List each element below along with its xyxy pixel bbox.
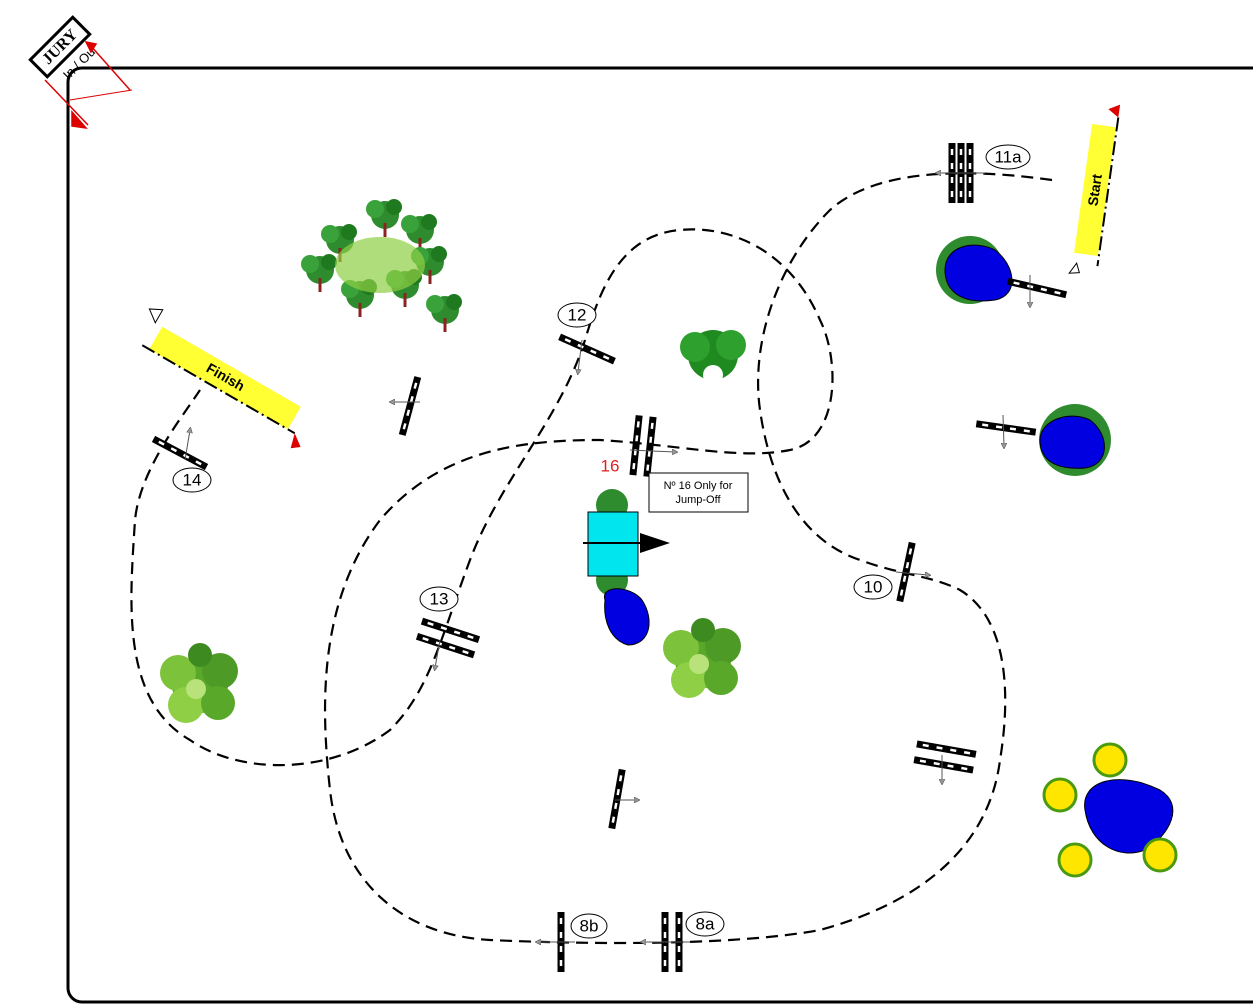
obstacle-numbers: 11a 12 14 16 10 13 8b 8a xyxy=(172,144,1031,939)
obstacle-number: 14 xyxy=(183,470,202,489)
obstacle-number: 11a xyxy=(994,147,1022,166)
course-route xyxy=(130,172,1053,945)
pond xyxy=(936,236,1013,304)
pond xyxy=(1039,404,1111,476)
obstacle-number: 8b xyxy=(580,916,599,935)
obstacle-number: 16 xyxy=(601,456,620,475)
direction-arrows xyxy=(184,173,1030,942)
pond xyxy=(1042,742,1178,878)
gate-arrows xyxy=(71,40,131,130)
finish-line: Finish xyxy=(141,308,301,449)
obstacle-number: 13 xyxy=(430,589,449,608)
jury-box: JURY In / Ou xyxy=(28,15,98,82)
start-line: Start xyxy=(1068,104,1121,274)
shrub xyxy=(160,643,238,723)
gate-line xyxy=(69,89,133,101)
obstacle-number: 12 xyxy=(568,305,587,324)
note-line: Nº 16 Only for xyxy=(664,480,733,492)
shrub xyxy=(663,618,741,698)
tree-cluster xyxy=(299,197,464,334)
note-line: Jump-Off xyxy=(675,494,721,506)
water-jump xyxy=(583,489,670,646)
start-label: Start xyxy=(1085,173,1105,207)
jump-off-note: Nº 16 Only for Jump-Off xyxy=(648,472,749,513)
arena xyxy=(66,66,1253,1004)
obstacle-number: 8a xyxy=(696,914,715,933)
gate-arrow-line xyxy=(44,79,89,126)
bush xyxy=(680,330,746,385)
obstacle-number: 10 xyxy=(864,577,883,596)
